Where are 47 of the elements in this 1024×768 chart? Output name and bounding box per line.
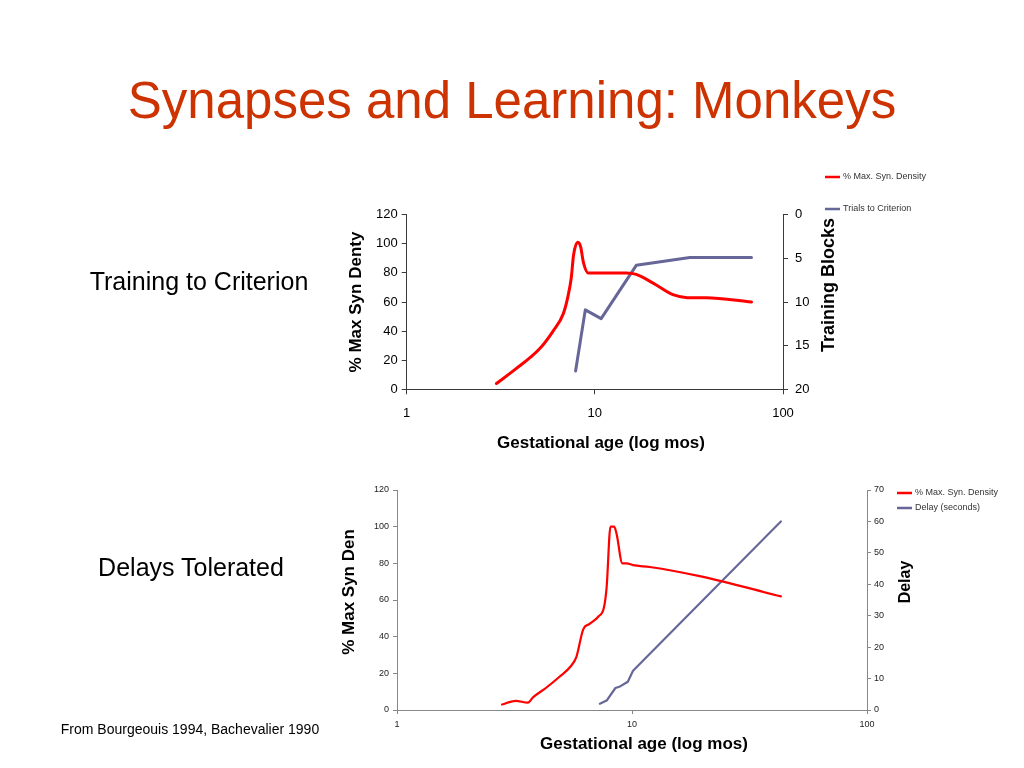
y2-axis-title: Delay <box>895 560 914 604</box>
y2-tick-label: 60 <box>874 515 885 526</box>
y-tick-label: 40 <box>378 631 389 642</box>
y2-tick-label: 70 <box>874 484 885 495</box>
x-axis-title: Gestational age (log mos) <box>497 433 705 453</box>
y2-tick-label: 50 <box>874 547 885 558</box>
y-tick-label: 60 <box>383 293 398 309</box>
y2-tick-label: 5 <box>795 249 803 265</box>
x-tick-label: 10 <box>587 404 603 420</box>
chart-title: Synapses and Learning: Monkeys <box>127 71 897 131</box>
x-tick-label: 1 <box>394 718 400 729</box>
y-tick-label: 120 <box>373 484 389 495</box>
text: Delays Tolerated <box>98 552 284 582</box>
y2-tick-label: 0 <box>874 704 880 715</box>
text: Training to Criterion <box>89 266 309 296</box>
y2-tick-label: 20 <box>795 380 810 396</box>
y-tick-label: 80 <box>378 557 389 568</box>
legend-label: Delay (seconds) <box>915 502 981 513</box>
legend-label: % Max. Syn. Density <box>915 487 999 498</box>
y-axis-title: % Max Syn Den <box>339 529 359 655</box>
y-tick-label: 100 <box>376 235 398 251</box>
y2-tick-label: 30 <box>874 610 885 621</box>
x-axis-title: Gestational age (log mos) <box>540 734 748 754</box>
y-tick-label: 80 <box>383 264 398 280</box>
y2-tick-label: 10 <box>795 293 810 309</box>
legend-label: Trials to Criterion <box>843 203 912 214</box>
y2-tick-label: 0 <box>795 206 803 222</box>
text: From Bourgeouis 1994, Bachevalier 1990 <box>60 720 320 738</box>
y2-tick-label: 15 <box>795 337 810 353</box>
y-tick-label: 100 <box>373 521 389 532</box>
y2-tick-label: 10 <box>874 673 885 684</box>
y-tick-label: 0 <box>383 704 389 715</box>
x-tick-label: 100 <box>772 404 794 420</box>
x-tick-label: 1 <box>403 404 411 420</box>
y-tick-label: 40 <box>383 322 398 338</box>
y2-tick-label: 20 <box>874 641 885 652</box>
y2-axis-title: Training Blocks <box>817 217 839 353</box>
x-tick-label: 10 <box>626 718 638 729</box>
y-tick-label: 120 <box>376 206 398 222</box>
y2-tick-label: 40 <box>874 578 885 589</box>
y-axis-title: % Max Syn Denty <box>346 231 366 373</box>
legend-label: % Max. Syn. Density <box>843 171 927 182</box>
y-tick-label: 60 <box>378 594 389 605</box>
y-tick-label: 20 <box>383 351 398 367</box>
y-tick-label: 20 <box>378 667 389 678</box>
y-tick-label: 0 <box>390 380 398 396</box>
x-tick-label: 100 <box>859 718 875 729</box>
